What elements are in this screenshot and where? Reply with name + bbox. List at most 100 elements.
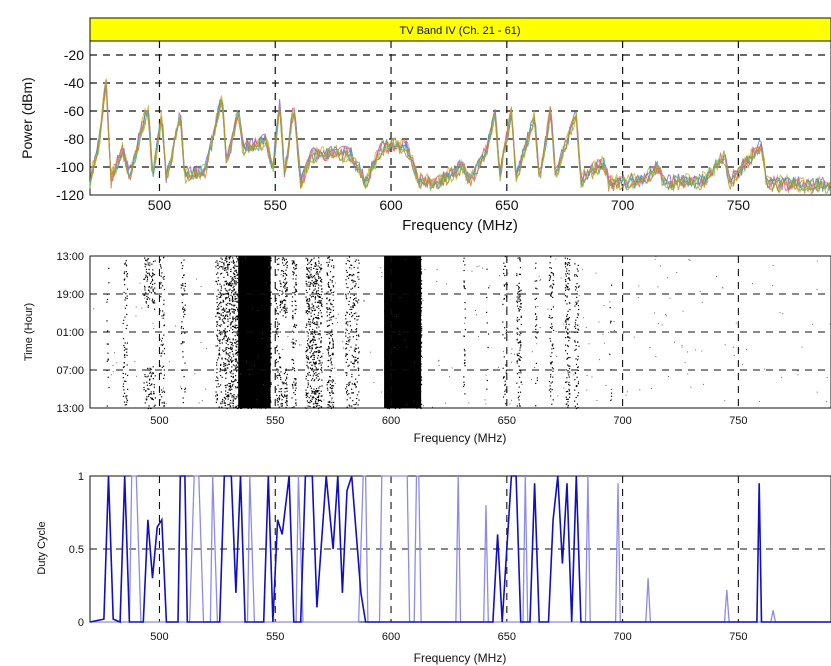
occupancy-dot bbox=[414, 320, 416, 322]
occupancy-dot bbox=[225, 269, 227, 271]
occupancy-dot bbox=[396, 269, 398, 271]
occupancy-dot bbox=[388, 377, 390, 379]
occupancy-dot bbox=[150, 292, 153, 294]
occupancy-dot bbox=[280, 405, 282, 407]
occupancy-dot bbox=[306, 393, 308, 395]
occupancy-dot bbox=[392, 279, 394, 281]
occupancy-dot bbox=[392, 305, 394, 308]
occupancy-dot bbox=[286, 378, 288, 380]
occupancy-dot bbox=[143, 294, 145, 296]
occupancy-dot bbox=[418, 354, 420, 356]
occupancy-dot bbox=[218, 339, 220, 341]
occupancy-dot bbox=[397, 346, 399, 348]
occupancy-dot bbox=[256, 349, 258, 351]
occupancy-dot bbox=[237, 387, 239, 389]
occupancy-dot bbox=[241, 290, 243, 292]
occupancy-dot bbox=[251, 342, 254, 344]
occupancy-dot bbox=[326, 384, 328, 386]
occupancy-dot bbox=[222, 399, 224, 401]
occupancy-dot bbox=[345, 354, 347, 356]
occupancy-dot bbox=[350, 329, 353, 331]
occupancy-dot bbox=[254, 401, 256, 404]
occupancy-dot bbox=[270, 303, 272, 305]
occupancy-dot bbox=[401, 271, 404, 273]
occupancy-dot bbox=[225, 340, 227, 342]
occupancy-dot bbox=[279, 300, 281, 302]
occupancy-dot bbox=[282, 275, 284, 277]
occupancy-dot bbox=[220, 324, 222, 326]
occupancy-dot bbox=[226, 297, 228, 299]
occupancy-dot bbox=[355, 300, 357, 302]
occupancy-dot bbox=[250, 311, 252, 313]
occupancy-dot bbox=[413, 399, 415, 401]
occupancy-dot bbox=[357, 276, 359, 278]
occupancy-dot bbox=[246, 388, 248, 390]
occupancy-dot bbox=[258, 265, 260, 267]
occupancy-dot bbox=[311, 348, 313, 350]
occupancy-dot bbox=[216, 393, 218, 395]
occupancy-dot bbox=[419, 341, 421, 343]
occupancy-dot bbox=[294, 383, 296, 385]
occupancy-dot bbox=[405, 380, 407, 382]
occupancy-dot bbox=[180, 343, 182, 345]
occupancy-dot bbox=[293, 341, 295, 344]
occupancy-dot bbox=[286, 384, 288, 386]
occupancy-dot bbox=[404, 313, 406, 315]
occupancy-dot bbox=[412, 263, 415, 265]
occupancy-dot bbox=[254, 288, 256, 290]
occupancy-dot bbox=[125, 260, 127, 262]
occupancy-dot bbox=[293, 346, 295, 349]
occupancy-dot bbox=[254, 361, 256, 363]
occupancy-dot bbox=[256, 305, 259, 307]
occupancy-dot bbox=[413, 402, 416, 404]
occupancy-dot bbox=[326, 273, 328, 275]
occupancy-dot bbox=[216, 362, 218, 364]
occupancy-dot bbox=[147, 306, 149, 308]
occupancy-dot bbox=[403, 257, 405, 259]
occupancy-dot bbox=[256, 407, 259, 409]
occupancy-dot bbox=[267, 365, 269, 367]
occupancy-dot bbox=[217, 308, 219, 310]
occupancy-dot bbox=[265, 373, 268, 375]
occupancy-dot bbox=[393, 283, 395, 285]
occupancy-dot bbox=[284, 299, 286, 301]
occupancy-dot bbox=[388, 314, 390, 316]
occupancy-dot bbox=[415, 345, 417, 348]
occupancy-dot bbox=[159, 259, 161, 261]
occupancy-dot bbox=[150, 368, 152, 370]
occupancy-dot bbox=[250, 284, 252, 286]
occupancy-dot bbox=[246, 313, 248, 315]
occupancy-dot bbox=[387, 354, 389, 356]
occupancy-dot bbox=[234, 353, 236, 355]
occupancy-dot bbox=[403, 294, 405, 296]
occupancy-dot bbox=[319, 277, 321, 279]
occupancy-dot bbox=[246, 270, 248, 272]
occupancy-dot bbox=[354, 407, 356, 409]
occupancy-dot bbox=[219, 317, 221, 319]
occupancy-dot bbox=[262, 302, 264, 305]
occupancy-dot bbox=[385, 299, 387, 301]
occupancy-dot bbox=[126, 364, 128, 366]
occupancy-dot bbox=[317, 274, 319, 276]
occupancy-dot bbox=[257, 333, 259, 335]
occupancy-dot bbox=[404, 381, 406, 383]
occupancy-dot bbox=[319, 271, 321, 273]
occupancy-dot bbox=[406, 269, 408, 271]
occupancy-dot bbox=[403, 385, 405, 387]
occupancy-dot bbox=[260, 309, 262, 311]
occupancy-dot bbox=[184, 388, 186, 391]
occupancy-dot bbox=[395, 271, 397, 273]
occupancy-dot bbox=[161, 272, 163, 274]
occupancy-dot bbox=[241, 346, 243, 348]
occupancy-dot bbox=[417, 380, 419, 382]
occupancy-dot bbox=[269, 364, 271, 366]
occupancy-dot bbox=[387, 314, 389, 316]
occupancy-dot bbox=[410, 269, 412, 271]
occupancy-dot bbox=[221, 319, 223, 321]
occupancy-dot bbox=[357, 362, 359, 364]
occupancy-dot bbox=[151, 398, 153, 400]
occupancy-dot bbox=[292, 387, 294, 389]
power-y-tick-label: -80 bbox=[64, 131, 84, 147]
occupancy-dot bbox=[394, 289, 396, 292]
occupancy-dot bbox=[294, 323, 296, 326]
